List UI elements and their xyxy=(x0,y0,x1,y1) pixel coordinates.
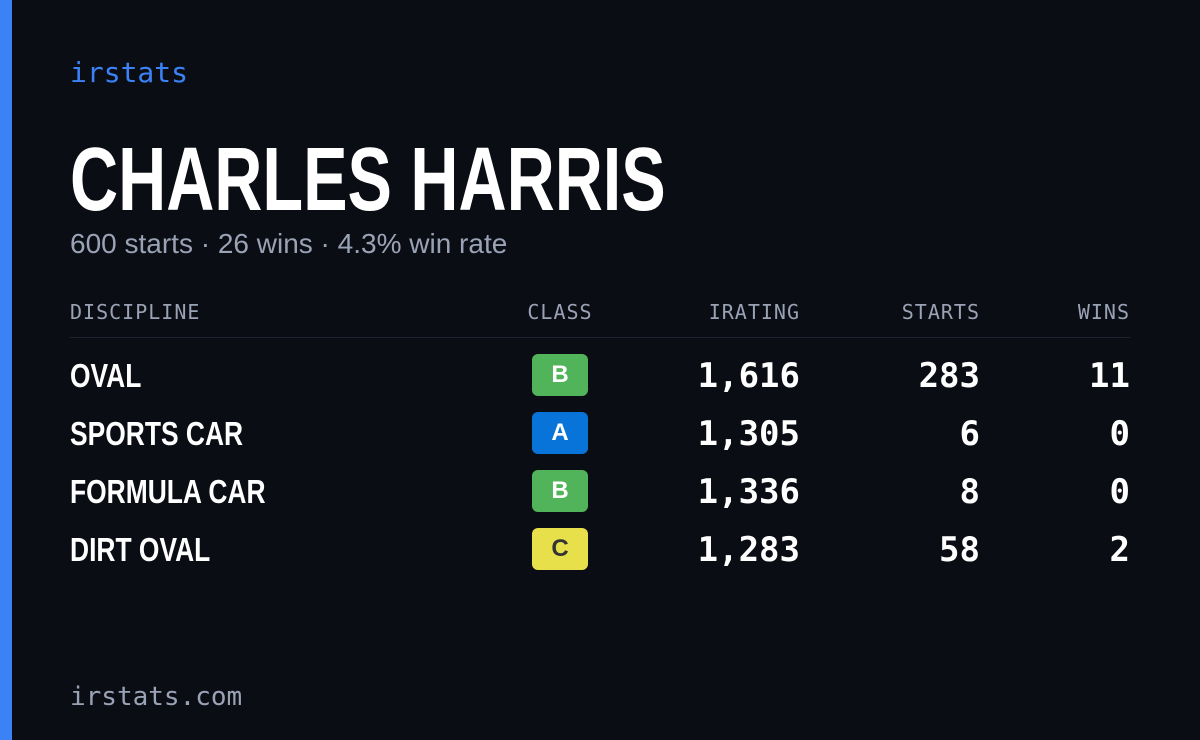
stat-value: 11 xyxy=(1089,356,1130,396)
accent-bar xyxy=(0,0,12,740)
column-header: DISCIPLINE xyxy=(70,300,201,324)
column-header: IRATING xyxy=(708,300,800,324)
stat-value: 2 xyxy=(1109,530,1130,570)
discipline: DIRT OVAL xyxy=(70,531,211,568)
class-badge: C xyxy=(532,528,588,570)
stat-value: 1,336 xyxy=(697,472,800,512)
title-wrap: CHARLES HARRIS xyxy=(70,130,875,230)
column-header: WINS xyxy=(1077,300,1130,324)
discipline-cell: FORMULA CAR xyxy=(70,472,314,512)
discipline-cell: DIRT OVAL xyxy=(70,530,245,570)
discipline: FORMULA CAR xyxy=(70,473,266,510)
stat-value: 1,305 xyxy=(697,414,800,454)
discipline: OVAL xyxy=(70,357,142,394)
discipline-cell: SPORTS CAR xyxy=(70,414,286,454)
class-badge: B xyxy=(532,470,588,512)
stat-value: 0 xyxy=(1109,414,1130,454)
stat-value: 6 xyxy=(959,414,980,454)
discipline-cell: OVAL xyxy=(70,356,159,396)
footer: irstats.com xyxy=(70,682,243,712)
subtitle: 600 starts · 26 wins · 4.3% win rate xyxy=(70,228,508,259)
stat-value: 283 xyxy=(918,356,980,396)
header-rule xyxy=(70,337,1130,338)
stat-value: 8 xyxy=(959,472,980,512)
brand: irstats xyxy=(70,56,189,89)
class-badge: B xyxy=(532,354,588,396)
stat-value: 0 xyxy=(1109,472,1130,512)
stat-value: 58 xyxy=(939,530,980,570)
column-header: STARTS xyxy=(901,300,980,324)
class-badge: A xyxy=(532,412,588,454)
column-header: CLASS xyxy=(527,300,593,324)
stat-value: 1,616 xyxy=(697,356,800,396)
title: CHARLES HARRIS xyxy=(70,130,666,230)
discipline: SPORTS CAR xyxy=(70,415,244,452)
stat-value: 1,283 xyxy=(697,530,800,570)
